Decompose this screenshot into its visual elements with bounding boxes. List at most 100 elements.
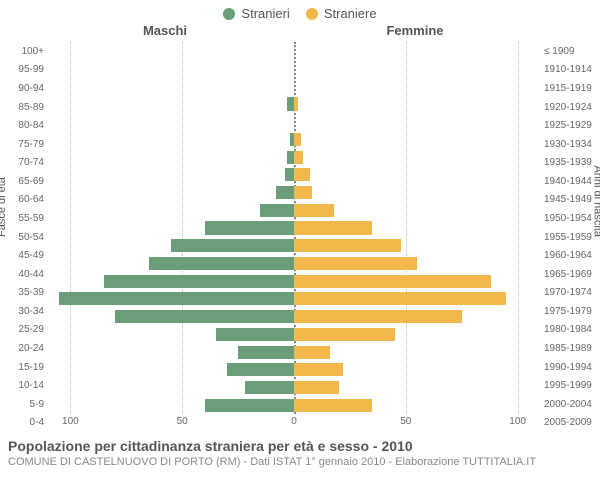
y-tick-age: 30-34 [0,302,48,321]
bar-female [294,292,506,305]
x-tick: 50 [400,416,411,427]
bar-male [276,186,294,199]
bar-male [115,310,294,323]
bar-male [59,292,294,305]
bar-row [48,201,540,219]
bar-row [48,166,540,184]
footer: Popolazione per cittadinanza straniera p… [0,432,600,468]
y-tick-birth: 1960-1964 [540,246,600,265]
bar-row [48,255,540,273]
bar-female [294,221,372,234]
legend-swatch-female [306,8,318,20]
bar-female [294,97,298,110]
column-title-male: Maschi [0,23,290,38]
y-tick-birth: 1920-1924 [540,98,600,117]
bar-row [48,184,540,202]
bar-male [227,363,294,376]
y-tick-age: 15-19 [0,358,48,377]
bar-row [48,237,540,255]
y-tick-age: 95-99 [0,61,48,80]
bar-row [48,131,540,149]
bar-female [294,204,334,217]
bar-female [294,257,417,270]
y-tick-age: 25-29 [0,321,48,340]
bar-male [205,221,294,234]
legend-item-female: Straniere [306,6,377,21]
bar-row [48,113,540,131]
bar-row [48,290,540,308]
bar-female [294,346,330,359]
bar-female [294,239,401,252]
x-tick: 50 [177,416,188,427]
bar-male [260,204,294,217]
x-tick: 100 [509,416,526,427]
bar-row [48,42,540,60]
legend-swatch-male [223,8,235,20]
bar-male [216,328,294,341]
bar-rows [48,42,540,414]
y-tick-birth: 1995-1999 [540,376,600,395]
legend-item-male: Stranieri [223,6,289,21]
bar-male [287,151,294,164]
population-pyramid-chart: Stranieri Straniere Maschi Femmine Fasce… [0,0,600,500]
plot-area: Fasce di età Anni di nascita 100+95-9990… [0,42,600,432]
bar-row [48,361,540,379]
bar-male [285,168,294,181]
y-tick-age: 10-14 [0,376,48,395]
bar-female [294,381,339,394]
y-tick-age: 90-94 [0,79,48,98]
y-tick-birth: ≤ 1909 [540,42,600,61]
bar-female [294,151,303,164]
column-titles: Maschi Femmine [0,23,600,38]
bar-female [294,310,462,323]
bar-row [48,60,540,78]
y-tick-age: 0-4 [0,414,48,433]
y-tick-birth: 2000-2004 [540,395,600,414]
x-tick: 0 [291,416,297,427]
bar-row [48,308,540,326]
bar-row [48,343,540,361]
footer-title: Popolazione per cittadinanza straniera p… [8,438,592,454]
bar-female [294,186,312,199]
y-tick-age: 35-39 [0,284,48,303]
legend: Stranieri Straniere [0,0,600,21]
bar-male [171,239,294,252]
bar-row [48,148,540,166]
bar-female [294,399,372,412]
y-tick-birth: 1980-1984 [540,321,600,340]
bar-male [205,399,294,412]
y-tick-age: 5-9 [0,395,48,414]
bar-row [48,272,540,290]
bar-female [294,275,491,288]
y-tick-birth: 1985-1989 [540,339,600,358]
x-axis: 10050050100 [48,414,540,432]
footer-subtitle: COMUNE DI CASTELNUOVO DI PORTO (RM) - Da… [8,456,592,468]
y-tick-birth: 1965-1969 [540,265,600,284]
bar-male [287,97,294,110]
y-tick-age: 45-49 [0,246,48,265]
y-tick-birth: 1930-1934 [540,135,600,154]
y-tick-birth: 1990-1994 [540,358,600,377]
y-tick-birth: 1910-1914 [540,61,600,80]
y-tick-birth: 2005-2009 [540,414,600,433]
legend-label-male: Stranieri [241,6,289,21]
y-tick-birth: 1915-1919 [540,79,600,98]
y-axis-label-left: Fasce di età [0,177,8,237]
bars-area: 10050050100 [48,42,540,432]
bar-row [48,379,540,397]
bar-female [294,168,310,181]
y-tick-age: 20-24 [0,339,48,358]
bar-female [294,363,343,376]
bar-male [149,257,294,270]
bar-female [294,133,301,146]
bar-row [48,77,540,95]
y-axis-left: 100+95-9990-9485-8980-8475-7970-7465-696… [0,42,48,432]
bar-male [245,381,294,394]
y-tick-birth: 1925-1929 [540,116,600,135]
y-axis-label-right: Anni di nascita [592,165,600,237]
y-tick-birth: 1970-1974 [540,284,600,303]
y-tick-age: 40-44 [0,265,48,284]
y-tick-age: 85-89 [0,98,48,117]
bar-row [48,396,540,414]
bar-male [238,346,294,359]
